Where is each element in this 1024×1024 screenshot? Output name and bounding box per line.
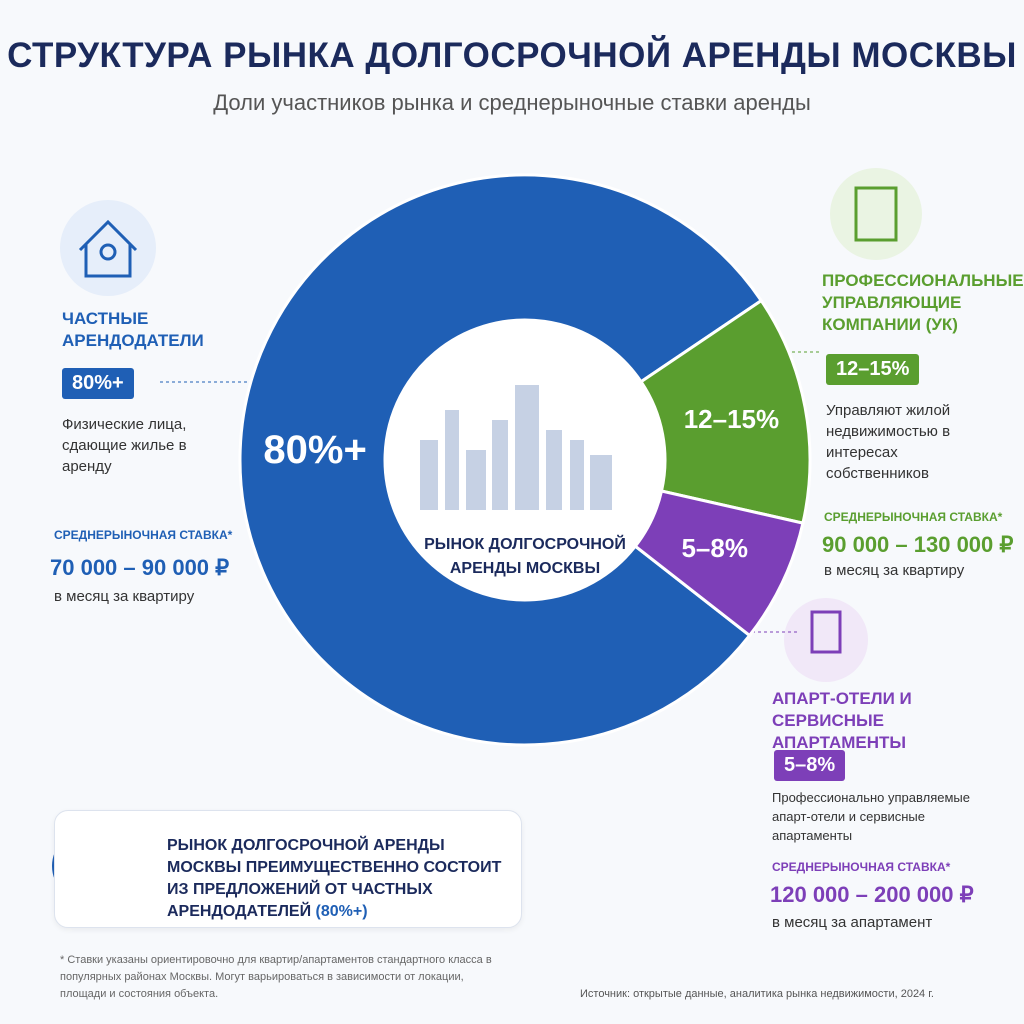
donut-slice <box>238 173 764 747</box>
share-badge: 80%+ <box>62 368 134 399</box>
subtitle: Доли участников рынка и среднерыночные с… <box>213 90 811 115</box>
icon-bg <box>60 200 156 296</box>
center-label: РЫНОК ДОЛГОСРОЧНОЙ АРЕНДЫ МОСКВЫ <box>424 534 626 577</box>
share-badge: 5–8% <box>774 750 846 781</box>
building-icon <box>854 186 898 242</box>
segment-name: АПАРТ-ОТЕЛИ И СЕРВИСНЫЕ АПАРТАМЕНТЫ <box>772 689 912 752</box>
slice-label: 5–8% <box>681 533 748 563</box>
rate: 70 000 – 90 000 ₽ <box>50 555 230 580</box>
rate: 120 000 – 200 000 ₽ <box>770 882 974 907</box>
rate-unit: в месяц за квартиру <box>824 562 965 579</box>
segment-description: Управляют жилой недвижимостью в интереса… <box>826 402 951 482</box>
summary-text: РЫНОК ДОЛГОСРОЧНОЙ АРЕНДЫ МОСКВЫ ПРЕИМУЩ… <box>167 837 502 920</box>
segment-name: ПРОФЕССИОНАЛЬНЫЕ УПРАВЛЯЮЩИЕ КОМПАНИИ (У… <box>822 271 1024 334</box>
footnote: * Ставки указаны ориентировочно для квар… <box>60 954 492 1000</box>
title: СТРУКТУРА РЫНКА ДОЛГОСРОЧНОЙ АРЕНДЫ МОСК… <box>7 36 1017 75</box>
icon-bg <box>830 168 922 260</box>
skyline <box>420 385 612 510</box>
source: Источник: открытые данные, аналитика рын… <box>580 988 934 1000</box>
icon-bg <box>784 598 868 682</box>
rate-label: СРЕДНЕРЫНОЧНАЯ СТАВКА* <box>54 528 233 542</box>
summary-highlight: (80%+) <box>315 903 368 920</box>
slice-label: 80%+ <box>263 428 366 472</box>
hotel-icon <box>810 610 842 654</box>
rate: 90 000 – 130 000 ₽ <box>822 532 1014 557</box>
rate-unit: в месяц за квартиру <box>54 588 195 605</box>
segment-description: Профессионально управляемые апарт-отели … <box>772 790 970 843</box>
summary-text: РЫНОК ДОЛГОСРОЧНОЙ АРЕНДЫ МОСКВЫ ПРЕИМУЩ… <box>167 835 517 923</box>
summary-box: РЫНОК ДОЛГОСРОЧНОЙ АРЕНДЫ МОСКВЫ ПРЕИМУЩ… <box>54 810 522 928</box>
rate-label: СРЕДНЕРЫНОЧНАЯ СТАВКА* <box>824 510 1003 524</box>
segment-name: ЧАСТНЫЕ АРЕНДОДАТЕЛИ <box>62 309 204 350</box>
house-icon <box>99 243 117 261</box>
rate-label: СРЕДНЕРЫНОЧНАЯ СТАВКА* <box>772 860 951 874</box>
rate-unit: в месяц за апартамент <box>772 914 933 931</box>
slice-label: 12–15% <box>684 404 779 434</box>
house-icon <box>78 219 138 278</box>
share-badge: 12–15% <box>826 354 920 385</box>
segment-description: Физические лица, сдающие жилье в аренду <box>62 416 187 475</box>
